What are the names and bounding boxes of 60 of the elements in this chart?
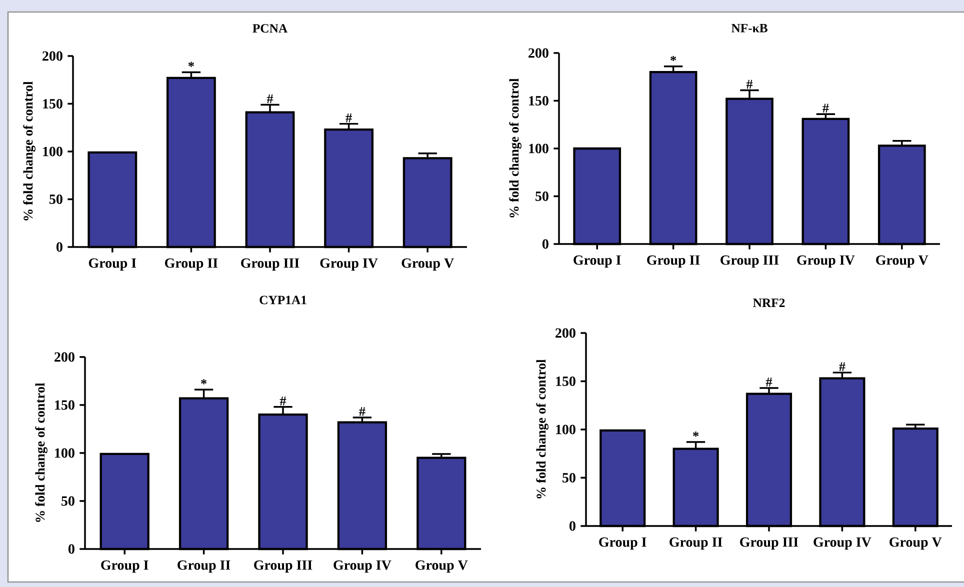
y-axis-title: % fold change of control <box>509 78 522 218</box>
annotation: # <box>266 94 274 104</box>
y-tick-label: 150 <box>55 400 74 410</box>
annotation: # <box>280 396 286 406</box>
y-tick-label: 50 <box>50 194 62 204</box>
y-tick-label: 150 <box>556 376 576 386</box>
y-tick-label: 100 <box>43 146 62 156</box>
x-tick-label: Group II <box>647 255 700 268</box>
y-tick-label: 100 <box>529 144 548 154</box>
y-tick-label: 200 <box>54 352 74 362</box>
annotation: * <box>693 432 699 437</box>
x-tick-label: Group V <box>416 560 468 573</box>
y-tick-label: 150 <box>529 96 548 106</box>
x-tick-label: Group II <box>670 537 722 550</box>
x-tick-label: Group III <box>254 560 312 573</box>
x-tick-label: Group V <box>402 258 454 271</box>
annotation: * <box>670 56 676 62</box>
x-tick-label: Group I <box>599 537 646 550</box>
y-tick-label: 0 <box>68 544 74 554</box>
x-tick-label: Group III <box>720 255 779 268</box>
x-tick-label: Group III <box>740 537 798 550</box>
x-tick-label: Group I <box>88 258 136 271</box>
y-tick-label: 0 <box>542 239 548 249</box>
y-axis-title: % fold change of control <box>536 359 548 498</box>
y-axis-title: % fold change of control <box>35 382 48 522</box>
annotation: # <box>839 362 846 371</box>
x-tick-label: Group I <box>101 560 148 573</box>
annotation: # <box>359 407 366 416</box>
chart-title: PCNA <box>252 24 288 33</box>
x-tick-label: Group III <box>241 258 300 271</box>
chart-title: NF-κB <box>731 24 768 32</box>
x-tick-label: Group V <box>876 255 928 268</box>
annotation: # <box>746 80 753 89</box>
y-tick-label: 50 <box>562 473 576 482</box>
x-tick-label: Group IV <box>814 537 872 550</box>
chart-title: CYP1A1 <box>260 296 306 304</box>
x-tick-label: Group II <box>178 560 230 573</box>
x-tick-label: Group IV <box>797 255 855 268</box>
y-tick-label: 100 <box>55 448 74 458</box>
annotation: * <box>188 62 194 67</box>
x-tick-label: Group V <box>890 537 942 550</box>
y-tick-label: 200 <box>556 328 576 338</box>
y-tick-label: 0 <box>569 521 576 531</box>
x-tick-label: Group IV <box>320 258 378 271</box>
y-tick-label: 200 <box>42 51 62 61</box>
y-tick-label: 50 <box>536 192 548 201</box>
x-tick-label: Group I <box>574 255 621 268</box>
annotation: # <box>766 378 772 386</box>
x-tick-label: Group IV <box>334 560 392 573</box>
annotation: * <box>201 379 207 384</box>
y-tick-label: 0 <box>56 242 62 252</box>
y-axis-title: % fold change of control <box>23 81 36 220</box>
annotation: # <box>822 104 829 113</box>
y-tick-label: 150 <box>43 99 62 108</box>
y-tick-label: 50 <box>62 496 74 506</box>
y-tick-label: 200 <box>528 48 548 58</box>
annotation: # <box>346 113 352 122</box>
chart-title: NRF2 <box>753 298 785 307</box>
x-tick-label: Group II <box>164 258 218 271</box>
y-tick-label: 100 <box>556 424 576 434</box>
